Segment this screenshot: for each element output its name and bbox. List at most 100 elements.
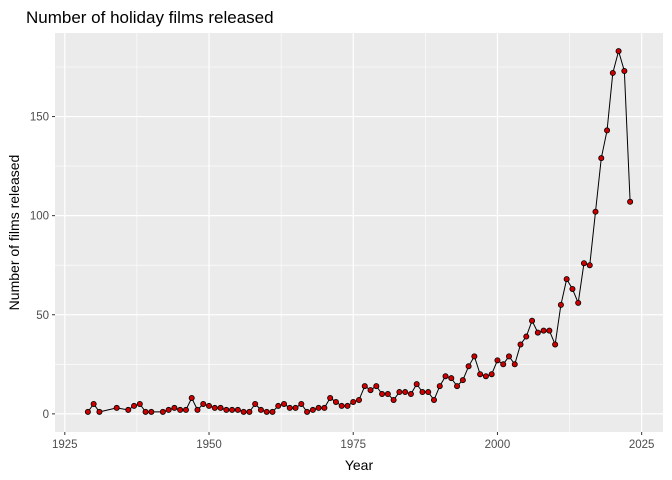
axis-ticks: 1925 1950 1975 2000 2025 0 50 100 150 bbox=[30, 112, 655, 451]
data-series bbox=[84, 48, 634, 415]
data-point bbox=[609, 69, 616, 76]
data-point bbox=[229, 406, 236, 413]
data-point bbox=[569, 285, 576, 292]
data-point bbox=[165, 406, 172, 413]
x-tick-label: 1925 bbox=[52, 439, 78, 451]
data-point bbox=[407, 391, 414, 398]
data-point bbox=[223, 406, 230, 413]
data-point bbox=[286, 404, 293, 411]
data-point bbox=[321, 404, 328, 411]
y-tick-label: 150 bbox=[30, 112, 49, 124]
data-point bbox=[373, 383, 380, 390]
data-point bbox=[575, 299, 582, 306]
data-point bbox=[384, 391, 391, 398]
data-point bbox=[177, 406, 184, 413]
x-tick-label: 1950 bbox=[196, 439, 222, 451]
data-point bbox=[540, 327, 547, 334]
data-point bbox=[523, 333, 530, 340]
data-point bbox=[327, 395, 334, 402]
data-point bbox=[269, 408, 276, 415]
data-point bbox=[488, 371, 495, 378]
data-point bbox=[379, 391, 386, 398]
data-point bbox=[252, 400, 259, 407]
data-point bbox=[621, 67, 628, 74]
data-point bbox=[90, 400, 97, 407]
data-point bbox=[430, 396, 437, 403]
data-point bbox=[552, 341, 559, 348]
data-point bbox=[136, 400, 143, 407]
y-tick-label: 100 bbox=[30, 211, 49, 223]
data-point bbox=[448, 375, 455, 382]
data-point bbox=[402, 389, 409, 396]
data-point bbox=[586, 262, 593, 269]
x-axis-title: Year bbox=[345, 457, 374, 473]
x-tick-label: 1975 bbox=[340, 439, 366, 451]
data-point bbox=[563, 276, 570, 283]
data-point bbox=[482, 373, 489, 380]
data-point bbox=[477, 371, 484, 378]
data-point bbox=[546, 327, 553, 334]
data-point bbox=[534, 329, 541, 336]
data-point bbox=[442, 373, 449, 380]
data-point bbox=[494, 357, 501, 364]
data-point bbox=[298, 400, 305, 407]
data-point bbox=[292, 404, 299, 411]
plot-panel bbox=[55, 33, 663, 432]
data-point bbox=[471, 353, 478, 360]
data-point bbox=[148, 408, 155, 415]
data-point bbox=[592, 208, 599, 215]
data-point bbox=[604, 127, 611, 134]
data-point bbox=[194, 406, 201, 413]
data-point bbox=[281, 400, 288, 407]
data-point bbox=[96, 408, 103, 415]
data-point bbox=[131, 402, 138, 409]
data-point bbox=[315, 404, 322, 411]
data-point bbox=[188, 395, 195, 402]
data-point bbox=[367, 387, 374, 394]
data-point bbox=[454, 383, 461, 390]
data-point bbox=[627, 198, 634, 205]
data-point bbox=[200, 400, 207, 407]
data-point bbox=[217, 404, 224, 411]
data-point bbox=[529, 317, 536, 324]
data-point bbox=[419, 389, 426, 396]
data-point bbox=[211, 404, 218, 411]
data-point bbox=[557, 301, 564, 308]
data-point bbox=[465, 363, 472, 370]
data-point bbox=[355, 396, 362, 403]
data-point bbox=[84, 408, 91, 415]
data-point bbox=[257, 406, 264, 413]
data-point bbox=[344, 402, 351, 409]
data-point bbox=[350, 398, 357, 405]
chart-title: Number of holiday films released bbox=[26, 8, 274, 27]
data-point bbox=[615, 48, 622, 55]
data-point bbox=[517, 341, 524, 348]
y-axis-title: Number of films released bbox=[6, 155, 22, 311]
data-point bbox=[361, 383, 368, 390]
data-point bbox=[338, 402, 345, 409]
data-point bbox=[459, 377, 466, 384]
data-point bbox=[425, 389, 432, 396]
data-point bbox=[505, 353, 512, 360]
data-point bbox=[275, 402, 282, 409]
data-point bbox=[396, 389, 403, 396]
grid-lines bbox=[55, 33, 663, 432]
x-tick-label: 2025 bbox=[629, 439, 655, 451]
data-point bbox=[240, 408, 247, 415]
data-point bbox=[309, 406, 316, 413]
x-tick-label: 2000 bbox=[485, 439, 511, 451]
y-tick-label: 50 bbox=[36, 310, 49, 322]
data-point bbox=[511, 361, 518, 368]
data-point bbox=[580, 260, 587, 267]
data-point bbox=[263, 408, 270, 415]
data-point bbox=[500, 361, 507, 368]
data-point bbox=[125, 406, 132, 413]
data-point bbox=[413, 381, 420, 388]
data-point bbox=[332, 398, 339, 405]
data-point bbox=[304, 408, 311, 415]
data-point bbox=[182, 406, 189, 413]
data-point bbox=[234, 406, 241, 413]
data-point bbox=[246, 408, 253, 415]
data-point bbox=[390, 396, 397, 403]
